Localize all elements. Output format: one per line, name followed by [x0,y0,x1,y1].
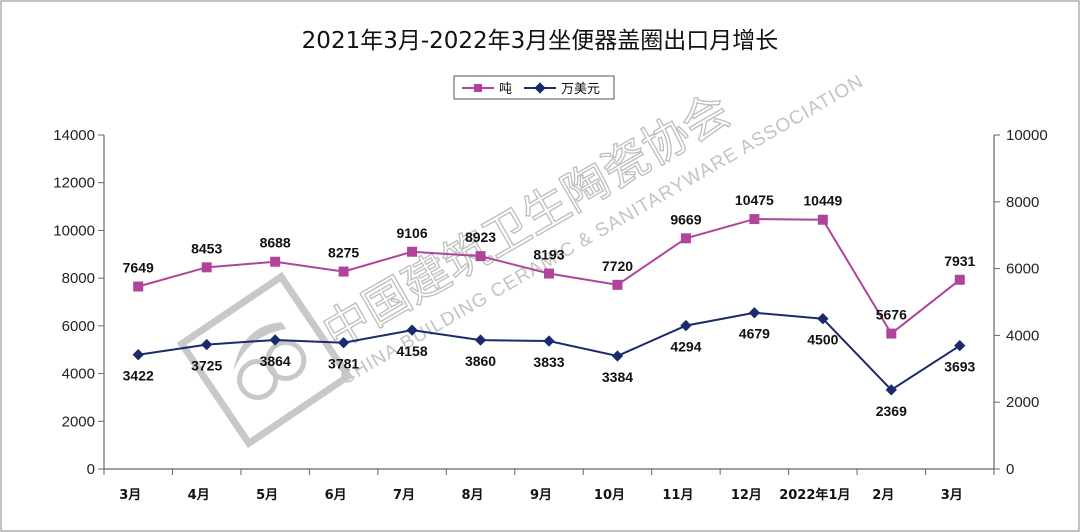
point-tons [612,279,623,290]
data-label-usd: 4679 [739,326,770,342]
y-left-tick-label: 12000 [53,175,95,192]
data-label-tons: 7720 [602,258,633,274]
watermark-logo [176,271,354,449]
data-label-usd: 2369 [876,403,907,419]
data-label-usd: 3693 [944,359,975,375]
point-tons [407,246,418,257]
y-left-tick-label: 8000 [62,270,95,287]
data-label-tons: 5676 [876,307,907,323]
point-tons [338,266,349,277]
y-left-tick-label: 14000 [53,127,95,144]
point-tons [749,214,760,225]
y-right-tick-label: 0 [1006,461,1014,478]
y-left-tick-label: 2000 [62,413,95,430]
data-label-usd: 4158 [396,343,427,359]
y-left-tick-label: 0 [87,461,95,478]
y-right-tick-label: 2000 [1006,394,1039,411]
data-label-usd: 3384 [602,369,633,385]
point-usd [337,337,350,349]
data-label-tons: 9106 [396,225,427,241]
y-left-tick-label: 4000 [62,366,95,383]
point-tons [544,268,554,279]
legend-label-tons: 吨 [499,82,512,97]
data-label-tons: 9669 [670,211,701,227]
point-tons [954,274,965,285]
x-tick-label: 6月 [325,488,347,503]
y-left-tick-label: 6000 [62,318,95,335]
chart-title: 2021年3月-2022年3月坐便器盖圈出口月增长 [302,28,779,54]
x-tick-label: 7月 [393,488,415,503]
point-usd [201,338,213,351]
data-label-tons: 8453 [191,240,222,256]
legend: 吨 万美元 [453,75,615,100]
x-tick-label: 4月 [188,488,210,503]
y-right-tick-label: 4000 [1006,327,1039,344]
x-tick-label: 3月 [119,488,141,503]
data-label-tons: 10449 [803,193,842,209]
point-tons [680,233,691,244]
x-tick-label: 3月 [941,488,963,503]
x-tick-label: 2022年1月 [779,487,850,503]
data-label-usd: 3725 [191,358,222,374]
data-label-tons: 7931 [944,253,975,269]
data-label-tons: 8193 [533,247,564,263]
y-right-tick-label: 10000 [1006,127,1048,144]
point-usd [474,334,487,346]
x-tick-label: 10月 [594,488,625,503]
x-tick-label: 5月 [256,488,278,503]
data-label-usd: 4294 [670,339,701,355]
point-usd [543,335,555,347]
x-tick-label: 2月 [872,488,894,503]
point-usd [406,324,418,336]
data-label-tons: 8923 [465,229,496,245]
point-tons [475,251,486,262]
axes: 0 2000 4000 6000 8000 10000 12000 14000 0 2000 400… [53,127,1047,503]
x-tick-label: 9月 [530,488,552,503]
point-tons [886,328,897,339]
data-label-usd: 4500 [807,332,838,348]
point-usd [748,307,761,319]
x-tick-label: 8月 [462,488,484,503]
data-label-usd: 3422 [123,368,154,384]
data-label-tons: 10475 [735,192,774,208]
point-usd [269,334,281,346]
x-tick-label: 12月 [731,488,762,503]
x-tick-label: 11月 [662,488,693,503]
y-left-tick-label: 10000 [53,222,95,239]
y-right-tick-label: 8000 [1006,194,1039,211]
point-usd [680,319,692,332]
point-tons [817,214,828,225]
data-label-usd: 3860 [465,353,496,369]
point-usd [132,349,144,361]
point-tons [270,256,281,267]
data-label-tons: 8688 [260,235,291,251]
legend-label-usd: 万美元 [561,82,600,97]
data-label-tons: 7649 [123,260,154,276]
point-usd [885,384,897,396]
point-usd [817,313,829,325]
point-tons [201,262,212,273]
data-label-usd: 3781 [328,356,359,372]
legend-marker-tons [474,84,482,92]
data-label-tons: 8275 [328,245,359,261]
point-usd [611,350,624,362]
data-label-usd: 3864 [260,353,291,369]
series-layer [132,214,966,396]
point-tons [133,281,144,292]
y-right-tick-label: 6000 [1006,261,1039,278]
data-label-usd: 3833 [533,354,564,370]
point-usd [954,339,966,352]
data-labels: 7649 8453 8688 8275 9106 8923 8193 7720 9669 1047… [123,192,976,419]
